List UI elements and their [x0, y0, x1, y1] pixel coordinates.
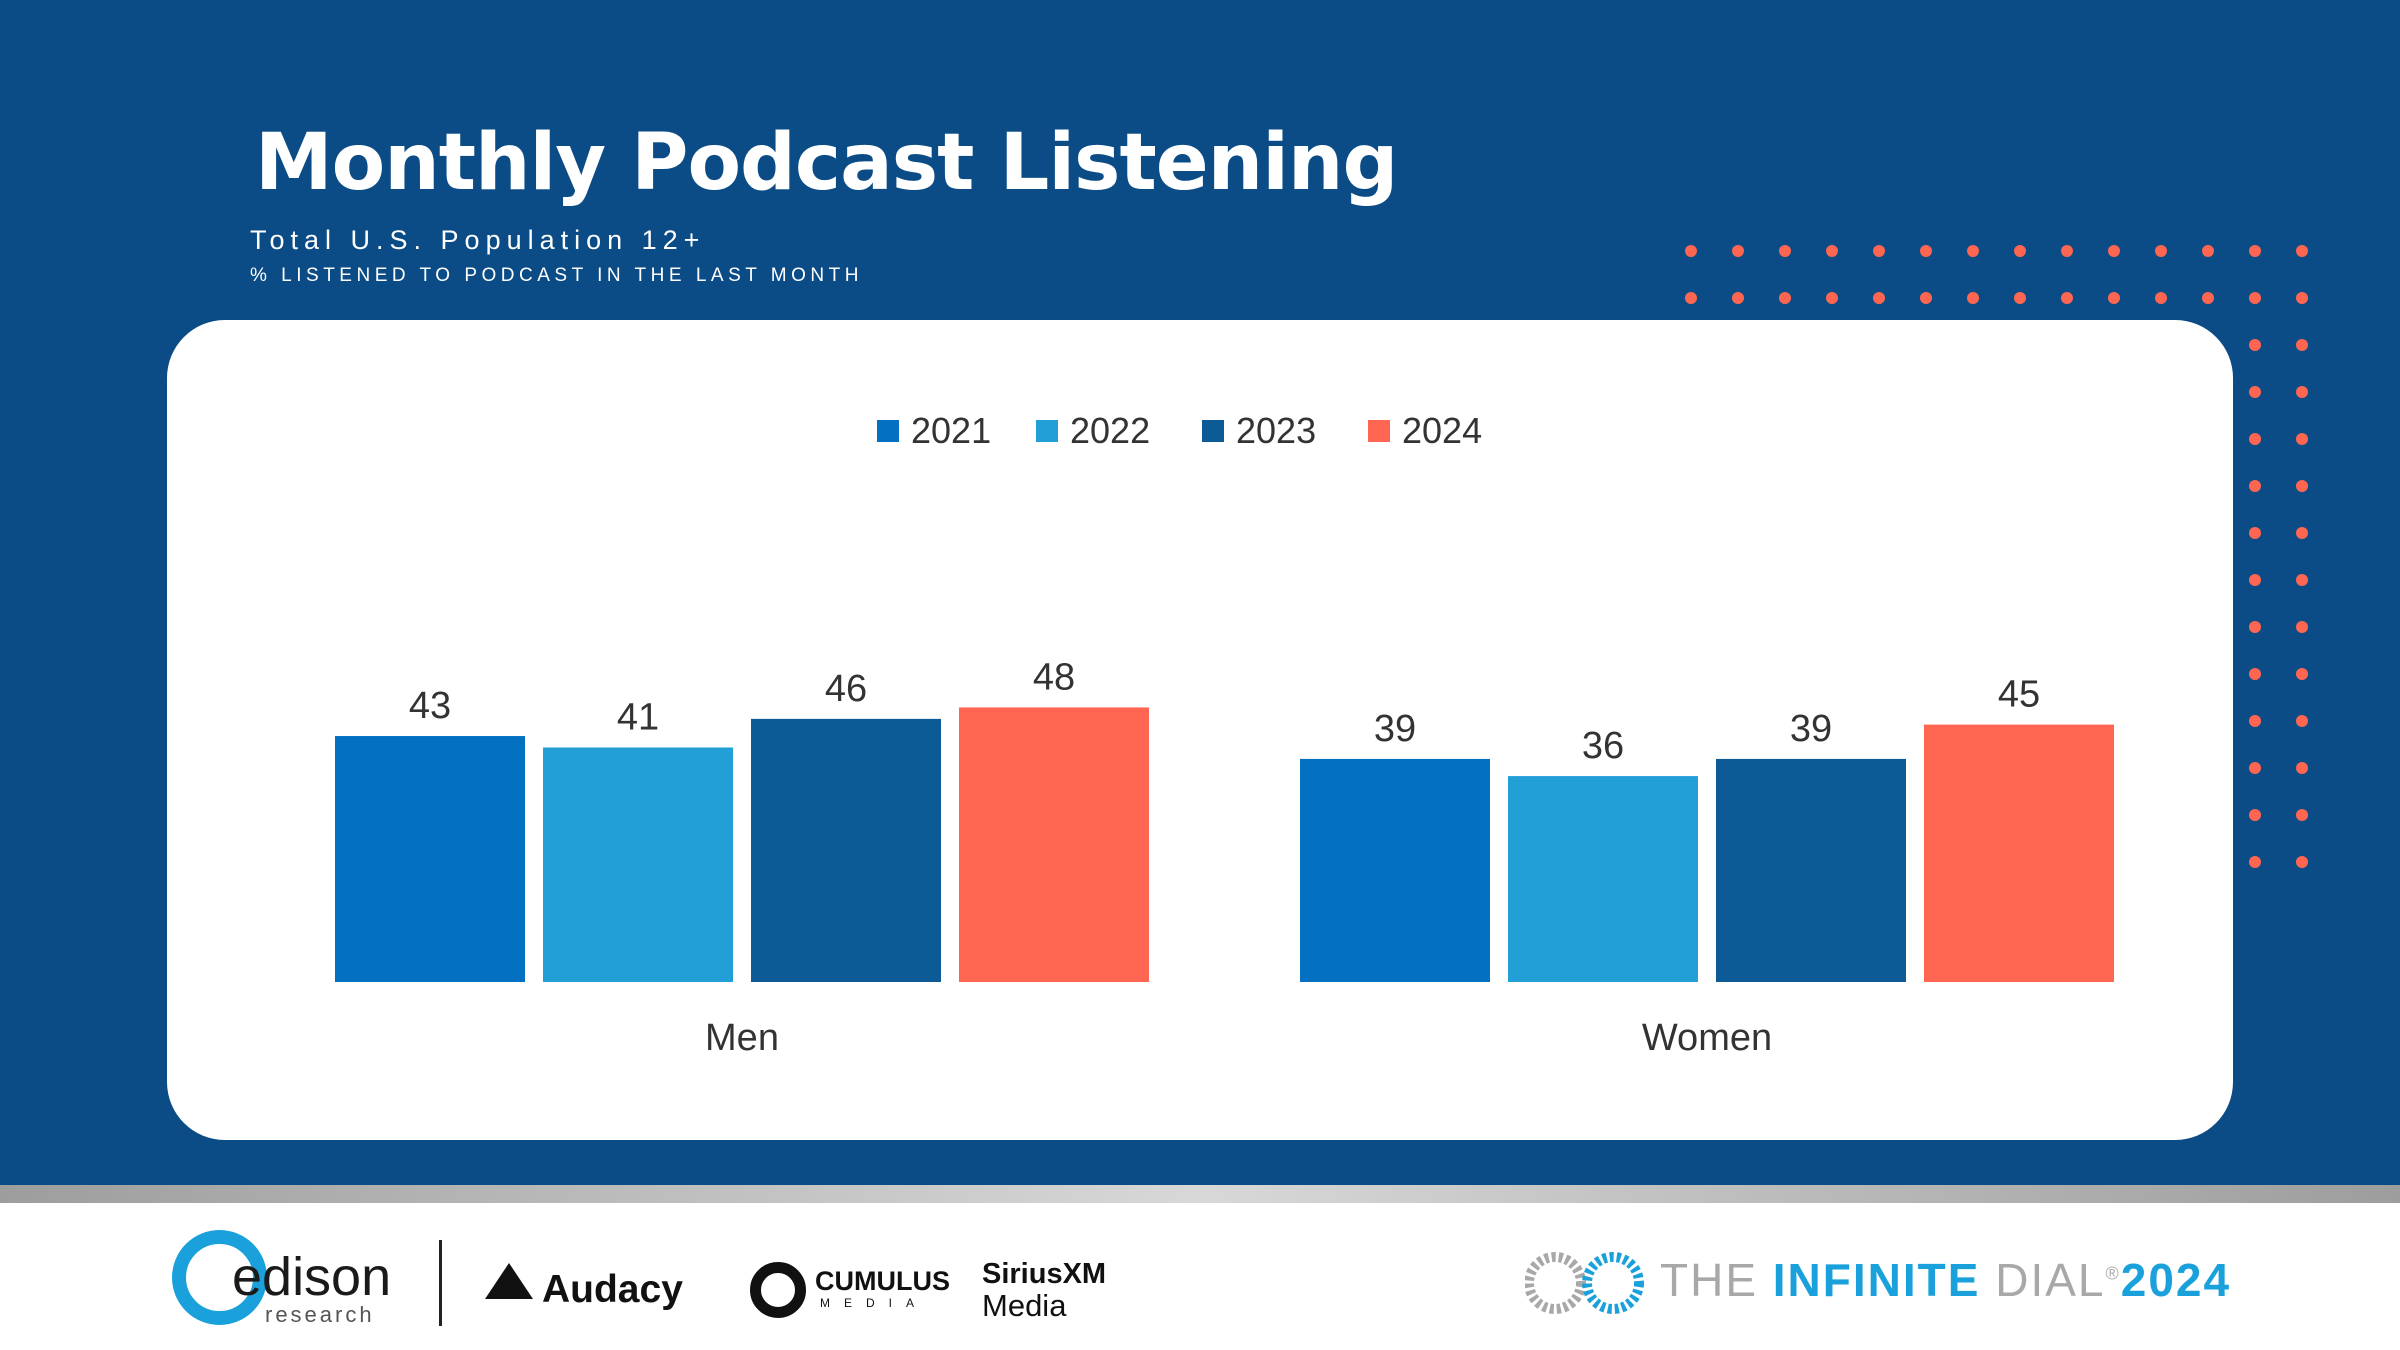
- infinite-dial-infinite: INFINITE: [1772, 1254, 1981, 1306]
- logo-divider: [439, 1240, 442, 1326]
- data-label-women-2023: 39: [1790, 708, 1832, 750]
- cumulus-logo-icon: [750, 1262, 806, 1318]
- audacy-logo-icon: [485, 1263, 533, 1299]
- infinite-dial-reg: ®: [2105, 1263, 2121, 1284]
- infinite-dial-the: THE: [1660, 1254, 1773, 1306]
- cumulus-logo-text: CUMULUS: [815, 1266, 950, 1296]
- cumulus-logo-subtext: MEDIA: [820, 1296, 929, 1310]
- audacy-logo-text: Audacy: [542, 1268, 683, 1311]
- legend-swatch-2021: [877, 420, 899, 442]
- data-label-men-2024: 48: [1033, 656, 1075, 698]
- legend-label-2021: 2021: [911, 410, 991, 451]
- infinite-dial-year: 2024: [2120, 1254, 2232, 1306]
- data-label-women-2021: 39: [1374, 708, 1416, 750]
- data-label-women-2022: 36: [1582, 725, 1624, 767]
- edison-logo-text: edison: [232, 1247, 392, 1307]
- legend-label-2022: 2022: [1070, 410, 1150, 451]
- data-label-men-2023: 46: [825, 668, 867, 710]
- bar-men-2023: [751, 718, 941, 982]
- infinite-dial-icon: [1525, 1252, 1644, 1314]
- infinite-dial-dial: DIAL: [1980, 1254, 2106, 1306]
- infinite-dial-logo-text: THE INFINITE DIAL®2024: [1660, 1253, 2231, 1307]
- bar-men-2021: [335, 736, 525, 982]
- siriusxm-logo-subtext: Media: [982, 1288, 1067, 1323]
- bar-women-2023: [1716, 758, 1906, 982]
- footer-bar: [0, 1203, 2400, 1350]
- chart-bars: [335, 707, 2114, 982]
- legend-label-2024: 2024: [1402, 410, 1482, 451]
- footer-divider-band: [0, 1185, 2400, 1203]
- page-note: % LISTENED TO PODCAST IN THE LAST MONTH: [250, 265, 863, 286]
- chart-card: [167, 320, 2233, 1140]
- chart-legend: 2021 2022 2023 2024: [877, 410, 1482, 451]
- bar-men-2022: [543, 747, 733, 982]
- data-label-women-2024: 45: [1998, 674, 2040, 716]
- legend-swatch-2024: [1368, 420, 1390, 442]
- bar-women-2022: [1508, 776, 1698, 982]
- category-label-women: Women: [1642, 1017, 1772, 1059]
- category-label-men: Men: [705, 1017, 779, 1059]
- page-subtitle: Total U.S. Population 12+: [250, 225, 706, 255]
- legend-swatch-2023: [1202, 420, 1224, 442]
- bar-men-2024: [959, 707, 1149, 982]
- bar-chart: 2021 2022 2023 2024 43 41 46 48 39 36 39 45 Men Wom…: [335, 410, 2114, 1059]
- data-label-men-2021: 43: [409, 685, 451, 727]
- legend-swatch-2022: [1036, 420, 1058, 442]
- page-title: Monthly Podcast Listening: [255, 118, 1398, 208]
- data-label-men-2022: 41: [617, 696, 659, 738]
- edison-logo-subtext: research: [265, 1302, 375, 1327]
- siriusxm-logo-text: SiriusXM: [982, 1258, 1107, 1290]
- chart-data-labels: 43 41 46 48 39 36 39 45: [409, 656, 2040, 767]
- legend-label-2023: 2023: [1236, 410, 1316, 451]
- bar-women-2024: [1924, 724, 2114, 982]
- bar-women-2021: [1300, 758, 1490, 982]
- chart-category-labels: Men Women: [705, 1017, 1772, 1059]
